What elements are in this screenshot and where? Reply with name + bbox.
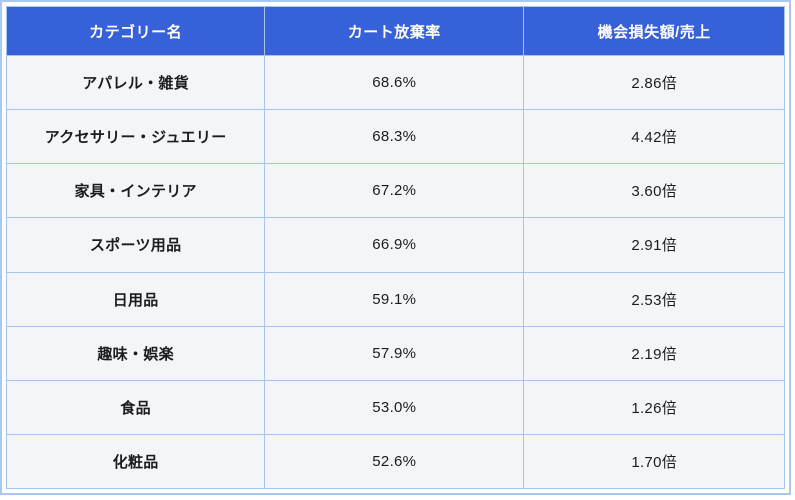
category-cell: 化粧品 [5,433,266,490]
loss-cell: 2.53倍 [523,271,785,327]
category-cell: 趣味・娯楽 [5,325,266,381]
category-cell: 食品 [5,379,266,435]
table-header: カテゴリー名 カート放棄率 機会損失額/売上 [5,6,785,56]
rate-cell: 52.6% [264,433,525,490]
header-row: カテゴリー名 カート放棄率 機会損失額/売上 [5,6,785,56]
loss-cell: 4.42倍 [523,109,785,165]
table-row: 食品 53.0% 1.26倍 [5,379,785,435]
category-cell: 日用品 [5,271,266,327]
table-row: 趣味・娯楽 57.9% 2.19倍 [5,325,785,381]
loss-cell: 1.26倍 [523,379,785,435]
table-row: スポーツ用品 66.9% 2.91倍 [5,217,785,273]
loss-cell: 1.70倍 [523,433,785,490]
header-category: カテゴリー名 [5,6,266,56]
category-cell: アパレル・雑貨 [5,54,266,111]
rate-cell: 66.9% [264,217,525,273]
table-body: アパレル・雑貨 68.6% 2.86倍 アクセサリー・ジュエリー 68.3% 4… [5,54,785,490]
category-cell: アクセサリー・ジュエリー [5,109,266,165]
category-cell: 家具・インテリア [5,163,266,219]
loss-cell: 3.60倍 [523,163,785,219]
table-row: アパレル・雑貨 68.6% 2.86倍 [5,54,785,111]
category-cell: スポーツ用品 [5,217,266,273]
header-cart-abandonment-rate: カート放棄率 [264,6,525,56]
rate-cell: 68.6% [264,54,525,111]
table-row: 家具・インテリア 67.2% 3.60倍 [5,163,785,219]
table-row: アクセサリー・ジュエリー 68.3% 4.42倍 [5,109,785,165]
rate-cell: 68.3% [264,109,525,165]
rate-cell: 59.1% [264,271,525,327]
header-opportunity-loss-ratio: 機会損失額/売上 [523,6,785,56]
loss-cell: 2.86倍 [523,54,785,111]
rate-cell: 53.0% [264,379,525,435]
loss-cell: 2.91倍 [523,217,785,273]
table-row: 化粧品 52.6% 1.70倍 [5,433,785,490]
rate-cell: 67.2% [264,163,525,219]
category-abandonment-table: カテゴリー名 カート放棄率 機会損失額/売上 アパレル・雑貨 68.6% 2.8… [5,6,785,490]
loss-cell: 2.19倍 [523,325,785,381]
rate-cell: 57.9% [264,325,525,381]
table-row: 日用品 59.1% 2.53倍 [5,271,785,327]
